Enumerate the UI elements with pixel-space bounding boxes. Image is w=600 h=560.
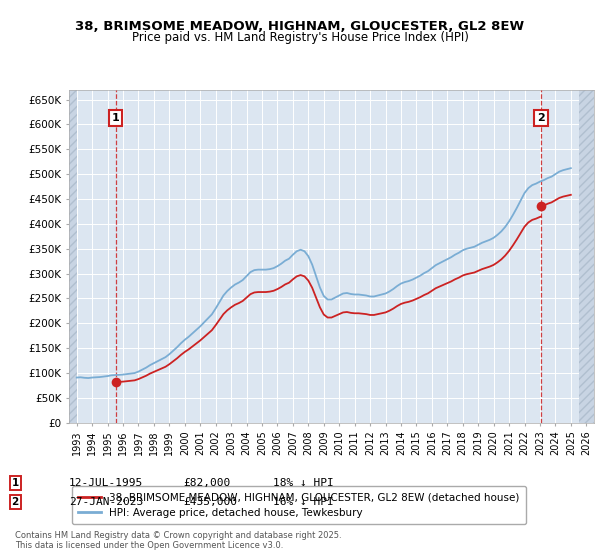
Text: 2: 2 <box>537 113 545 123</box>
Text: 27-JAN-2023: 27-JAN-2023 <box>69 497 143 507</box>
Text: 16% ↓ HPI: 16% ↓ HPI <box>273 497 334 507</box>
Text: 1: 1 <box>112 113 119 123</box>
Text: 12-JUL-1995: 12-JUL-1995 <box>69 478 143 488</box>
Text: £82,000: £82,000 <box>183 478 230 488</box>
Text: Contains HM Land Registry data © Crown copyright and database right 2025.
This d: Contains HM Land Registry data © Crown c… <box>15 531 341 550</box>
Text: £435,000: £435,000 <box>183 497 237 507</box>
Bar <box>69 90 77 423</box>
Text: 2: 2 <box>11 497 19 507</box>
Text: 38, BRIMSOME MEADOW, HIGHNAM, GLOUCESTER, GL2 8EW: 38, BRIMSOME MEADOW, HIGHNAM, GLOUCESTER… <box>76 20 524 32</box>
Legend: 38, BRIMSOME MEADOW, HIGHNAM, GLOUCESTER, GL2 8EW (detached house), HPI: Average: 38, BRIMSOME MEADOW, HIGHNAM, GLOUCESTER… <box>71 486 526 524</box>
Bar <box>578 90 594 423</box>
Text: Price paid vs. HM Land Registry's House Price Index (HPI): Price paid vs. HM Land Registry's House … <box>131 31 469 44</box>
Text: 18% ↓ HPI: 18% ↓ HPI <box>273 478 334 488</box>
Text: 1: 1 <box>11 478 19 488</box>
